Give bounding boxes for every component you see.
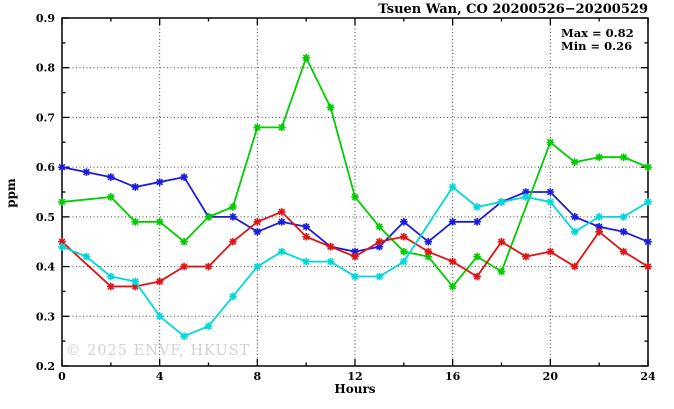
series-red-markers (58, 208, 652, 291)
plot-border (61, 17, 649, 367)
max-min-annotation: Max = 0.82 Min = 0.26 (561, 27, 634, 53)
grid-lines (62, 18, 648, 366)
tick-labels: 0.2 0.3 0.4 0.5 0.6 0.7 0.8 0.9 0 4 8 12 16 20 24 (36, 12, 656, 383)
y-tick-label: 0.6 (36, 161, 55, 174)
series-red-line (58, 208, 652, 291)
series-cyan-line (58, 183, 652, 340)
y-tick-label: 0.9 (36, 12, 55, 25)
y-tick-label: 0.5 (36, 211, 55, 224)
series-blue-line (58, 163, 652, 256)
x-axis-label: Hours (334, 382, 376, 396)
y-tick-label: 0.2 (36, 360, 55, 373)
y-tick-label: 0.4 (36, 261, 55, 274)
axis-ticks (61, 17, 649, 367)
x-tick-label: 0 (58, 370, 66, 383)
chart-title: Tsuen Wan, CO 20200526−20200529 (378, 2, 648, 17)
watermark: © 2025 ENVF, HKUST (66, 343, 251, 359)
x-tick-label: 8 (254, 370, 262, 383)
series-cyan-markers (58, 183, 652, 340)
x-tick-label: 24 (640, 370, 656, 383)
y-tick-label: 0.8 (36, 62, 55, 75)
y-tick-label: 0.3 (36, 310, 55, 323)
min-annotation: Min = 0.26 (561, 39, 633, 53)
max-annotation: Max = 0.82 (561, 26, 634, 40)
x-tick-label: 4 (156, 370, 164, 383)
x-tick-label: 12 (347, 370, 362, 383)
series-blue-markers (58, 163, 652, 256)
y-tick-label: 0.7 (36, 111, 55, 124)
series-green-markers (58, 53, 652, 291)
series-green-line (58, 53, 652, 291)
x-tick-label: 20 (543, 370, 559, 383)
x-tick-label: 16 (445, 370, 461, 383)
